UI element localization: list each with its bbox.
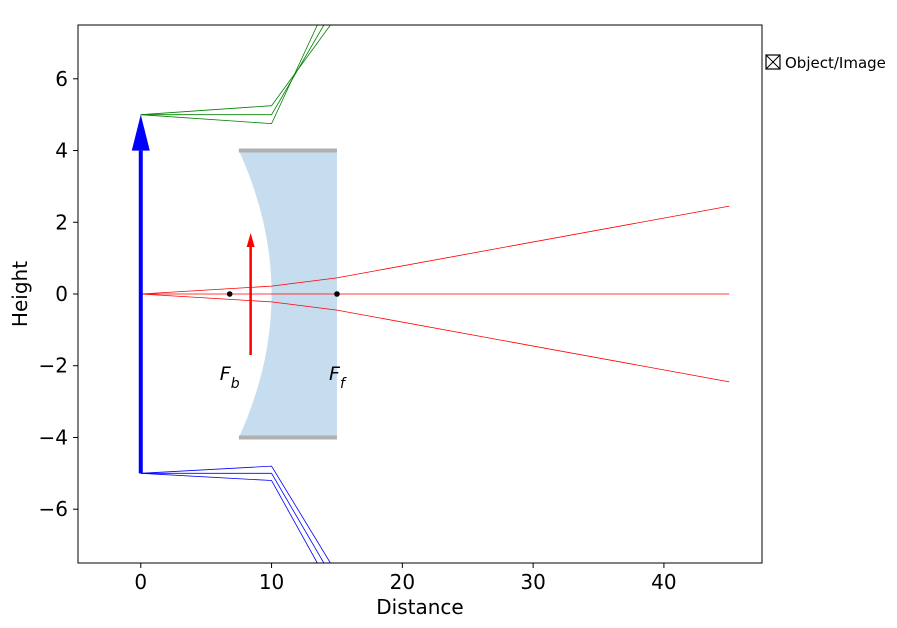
y-tick-label: 0 bbox=[55, 282, 68, 306]
y-axis-label: Height bbox=[8, 261, 32, 327]
legend-marker-icon bbox=[765, 54, 781, 70]
rays-layer bbox=[140, 25, 730, 563]
y-tick-label: −4 bbox=[39, 425, 68, 449]
focal-point-2 bbox=[334, 291, 340, 297]
legend: Object/Image bbox=[765, 54, 886, 72]
legend-marker-cross bbox=[765, 54, 781, 70]
x-axis-label: Distance bbox=[376, 595, 463, 619]
ray-line-7 bbox=[140, 465, 331, 563]
x-tick-label: 30 bbox=[520, 570, 545, 594]
ray-line-6 bbox=[140, 25, 318, 125]
focal-layer: Fb Ff bbox=[220, 291, 347, 392]
focal-point-1 bbox=[226, 291, 233, 297]
focal-point-label-1: Fb bbox=[220, 363, 240, 392]
y-tick-label: 2 bbox=[55, 210, 68, 234]
x-tick-label: 20 bbox=[390, 570, 415, 594]
y-tick-label: −2 bbox=[39, 354, 68, 378]
ray-line-9 bbox=[140, 472, 318, 563]
y-tick-label: 4 bbox=[55, 139, 68, 163]
ray-line-3 bbox=[140, 293, 730, 383]
focal-point-label-2: Ff bbox=[329, 363, 347, 392]
ray-line-1 bbox=[140, 205, 730, 295]
ray-line-5 bbox=[140, 25, 325, 116]
image-arrow-head bbox=[246, 233, 255, 248]
y-tick-label: 6 bbox=[55, 67, 68, 91]
legend-entry: Object/Image bbox=[785, 54, 886, 72]
ray-line-8 bbox=[140, 472, 325, 563]
y-tick-label: −6 bbox=[39, 497, 68, 521]
x-tick-label: 40 bbox=[651, 570, 676, 594]
objects-layer bbox=[131, 114, 255, 474]
ray-line-4 bbox=[140, 25, 331, 116]
x-tick-label: 0 bbox=[134, 570, 147, 594]
object-arrow-head bbox=[131, 114, 150, 151]
x-tick-label: 10 bbox=[259, 570, 284, 594]
